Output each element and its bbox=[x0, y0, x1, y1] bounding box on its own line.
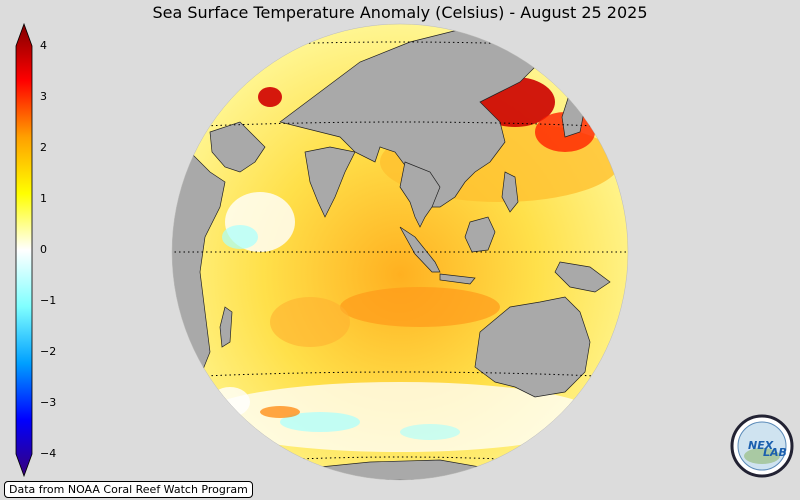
colorbar-tick-label: −4 bbox=[40, 447, 57, 460]
land-masses bbox=[172, 26, 611, 480]
logo-text-2: LAB bbox=[763, 446, 787, 459]
colorbar-tick-label: 3 bbox=[40, 90, 47, 103]
colorbar-tick-label: −2 bbox=[40, 345, 57, 358]
colorbar-tick-label: 2 bbox=[40, 141, 47, 154]
colorbar-tick-label: 0 bbox=[40, 243, 47, 256]
colorbar bbox=[15, 22, 33, 478]
colorbar-tick-label: −3 bbox=[40, 396, 57, 409]
logo-text: NEX bbox=[748, 439, 774, 452]
colorbar-tick-label: 4 bbox=[40, 39, 47, 52]
nexlab-logo-icon: NEX LAB bbox=[730, 414, 794, 478]
colorbar-tick-label: −1 bbox=[40, 294, 57, 307]
colorbar-tick-label: 1 bbox=[40, 192, 47, 205]
globe-map bbox=[171, 23, 629, 481]
data-credit: Data from NOAA Coral Reef Watch Program bbox=[4, 481, 253, 498]
map-title: Sea Surface Temperature Anomaly (Celsius… bbox=[152, 3, 648, 22]
